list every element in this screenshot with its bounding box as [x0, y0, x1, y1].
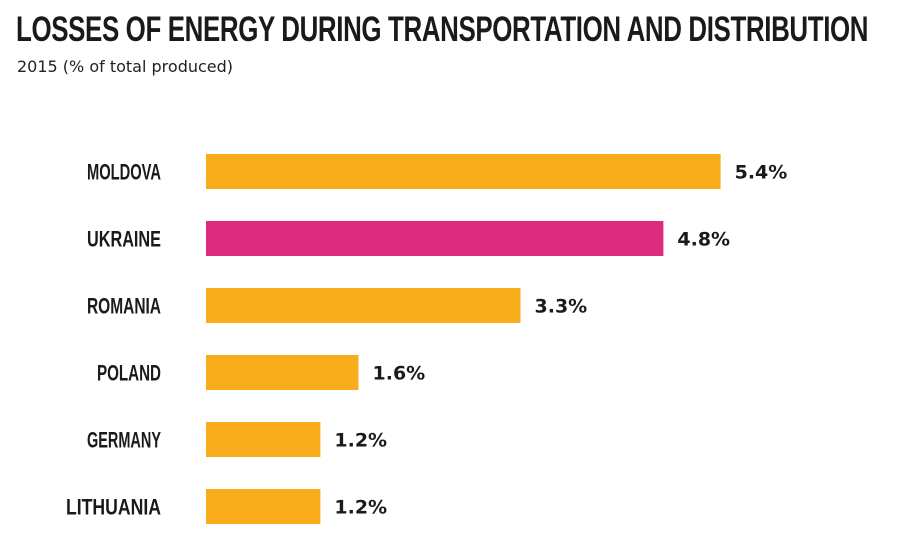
category-label-romania: ROMANIA — [87, 294, 161, 319]
category-label-moldova: MOLDOVA — [87, 160, 161, 185]
value-label-romania: 3.3% — [535, 296, 588, 318]
chart-title: LOSSES OF ENERGY DURING TRANSPORTATION A… — [16, 10, 869, 49]
category-label-poland: POLAND — [97, 361, 161, 386]
bar-poland — [206, 355, 359, 390]
value-label-germany: 1.2% — [334, 430, 387, 452]
bar-romania — [206, 288, 521, 323]
bar-moldova — [206, 154, 721, 189]
bar-germany — [206, 422, 321, 457]
category-label-ukraine: UKRAINE — [87, 227, 161, 252]
category-label-lithuania: LITHUANIA — [66, 495, 161, 520]
chart-subtitle: 2015 (% of total produced) — [17, 57, 234, 76]
bar-ukraine — [206, 221, 664, 256]
value-label-lithuania: 1.2% — [334, 497, 387, 519]
value-label-ukraine: 4.8% — [677, 229, 730, 251]
bar-lithuania — [206, 489, 321, 524]
value-label-poland: 1.6% — [373, 363, 426, 385]
category-label-germany: GERMANY — [87, 428, 161, 453]
value-label-moldova: 5.4% — [735, 162, 788, 184]
